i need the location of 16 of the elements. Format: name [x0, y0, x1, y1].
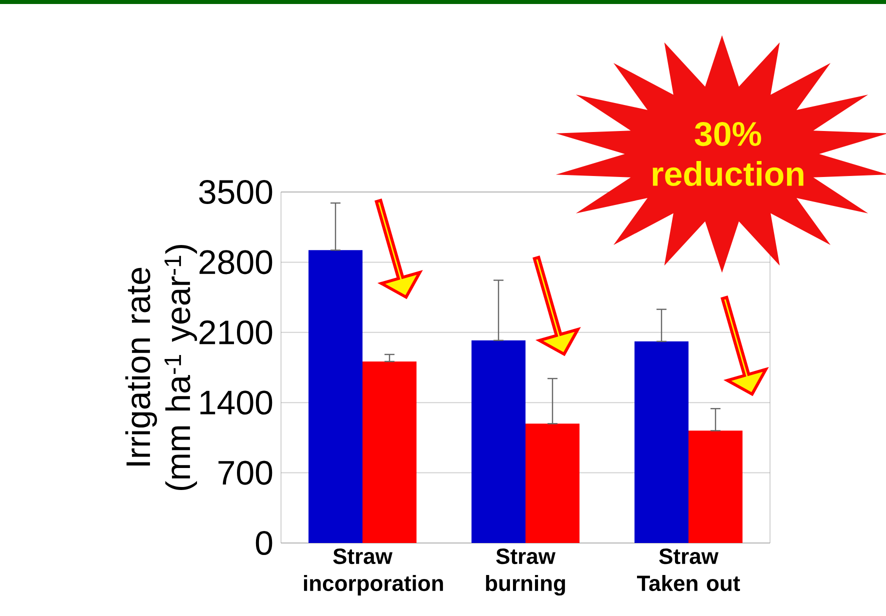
x-tick-label: Straw incorporation — [304, 548, 443, 596]
text: 30% reduction — [652, 122, 804, 186]
y-tick-label: 2100 — [200, 320, 272, 344]
bar — [634, 341, 689, 543]
x-tick-label: Straw Taken out — [637, 548, 740, 592]
bar — [308, 250, 363, 543]
y-tick-label: 700 — [218, 460, 272, 485]
y-tick-label: 0 — [256, 530, 272, 556]
y-tick-label: 3500 — [199, 180, 272, 204]
bar — [526, 424, 580, 543]
bar — [362, 361, 417, 543]
y-tick-label: 2800 — [200, 250, 272, 274]
bar — [472, 340, 526, 543]
bar — [688, 430, 743, 543]
x-tick-label: Straw burning — [486, 548, 565, 596]
y-tick-label: 1400 — [200, 390, 272, 415]
